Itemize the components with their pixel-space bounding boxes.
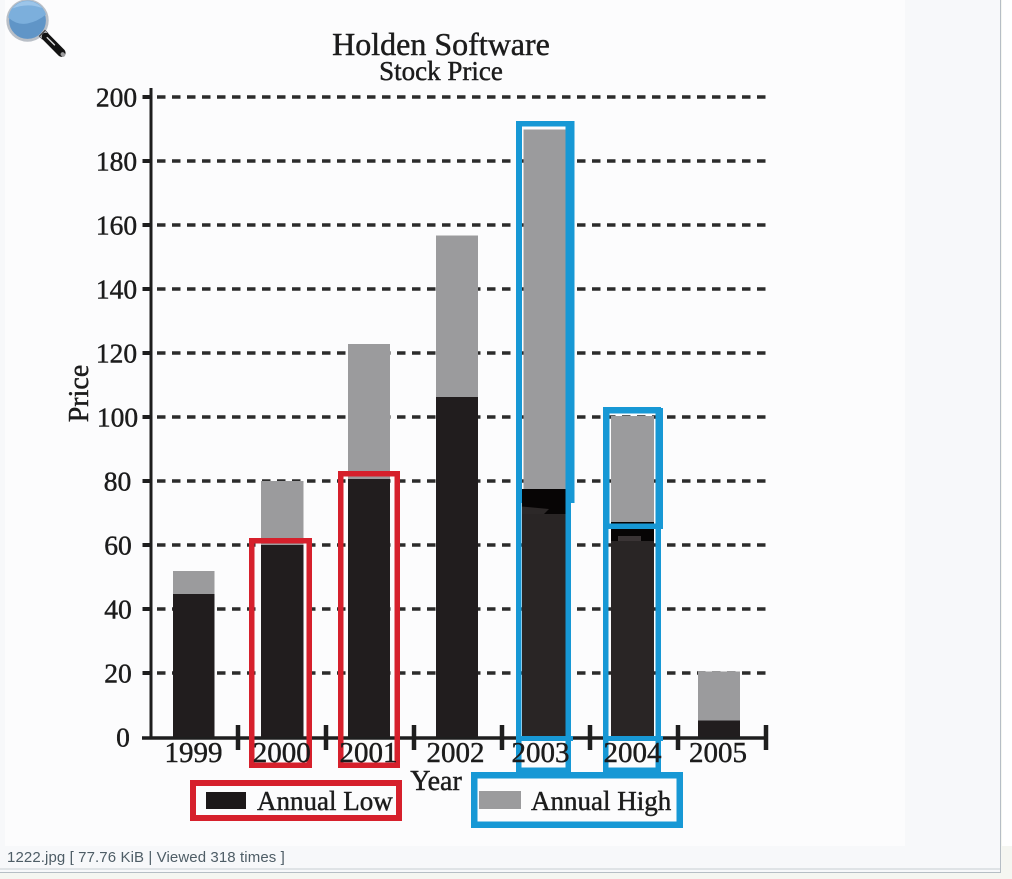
svg-text:2004: 2004 bbox=[604, 737, 663, 769]
svg-text:0: 0 bbox=[116, 722, 130, 753]
svg-text:1999: 1999 bbox=[165, 737, 223, 769]
svg-text:Year: Year bbox=[410, 766, 462, 797]
svg-text:Annual Low: Annual Low bbox=[257, 786, 393, 816]
svg-text:2005: 2005 bbox=[689, 737, 747, 769]
svg-text:Price: Price bbox=[64, 365, 95, 423]
svg-text:20: 20 bbox=[104, 658, 132, 689]
svg-text:Holden Software: Holden Software bbox=[332, 26, 550, 62]
svg-text:100: 100 bbox=[97, 402, 138, 433]
svg-text:140: 140 bbox=[96, 274, 137, 305]
svg-text:40: 40 bbox=[104, 594, 132, 625]
svg-text:2003: 2003 bbox=[512, 737, 570, 769]
svg-text:2000: 2000 bbox=[253, 737, 311, 769]
svg-text:2002: 2002 bbox=[427, 737, 485, 769]
svg-text:180: 180 bbox=[96, 146, 137, 177]
svg-text:200: 200 bbox=[96, 82, 137, 113]
svg-text:60: 60 bbox=[104, 530, 132, 561]
svg-text:2001: 2001 bbox=[340, 737, 398, 769]
svg-text:Stock Price: Stock Price bbox=[379, 56, 503, 86]
svg-text:Annual High: Annual High bbox=[531, 786, 672, 816]
svg-text:80: 80 bbox=[104, 466, 132, 497]
svg-text:120: 120 bbox=[96, 338, 137, 369]
svg-text:160: 160 bbox=[96, 210, 137, 241]
